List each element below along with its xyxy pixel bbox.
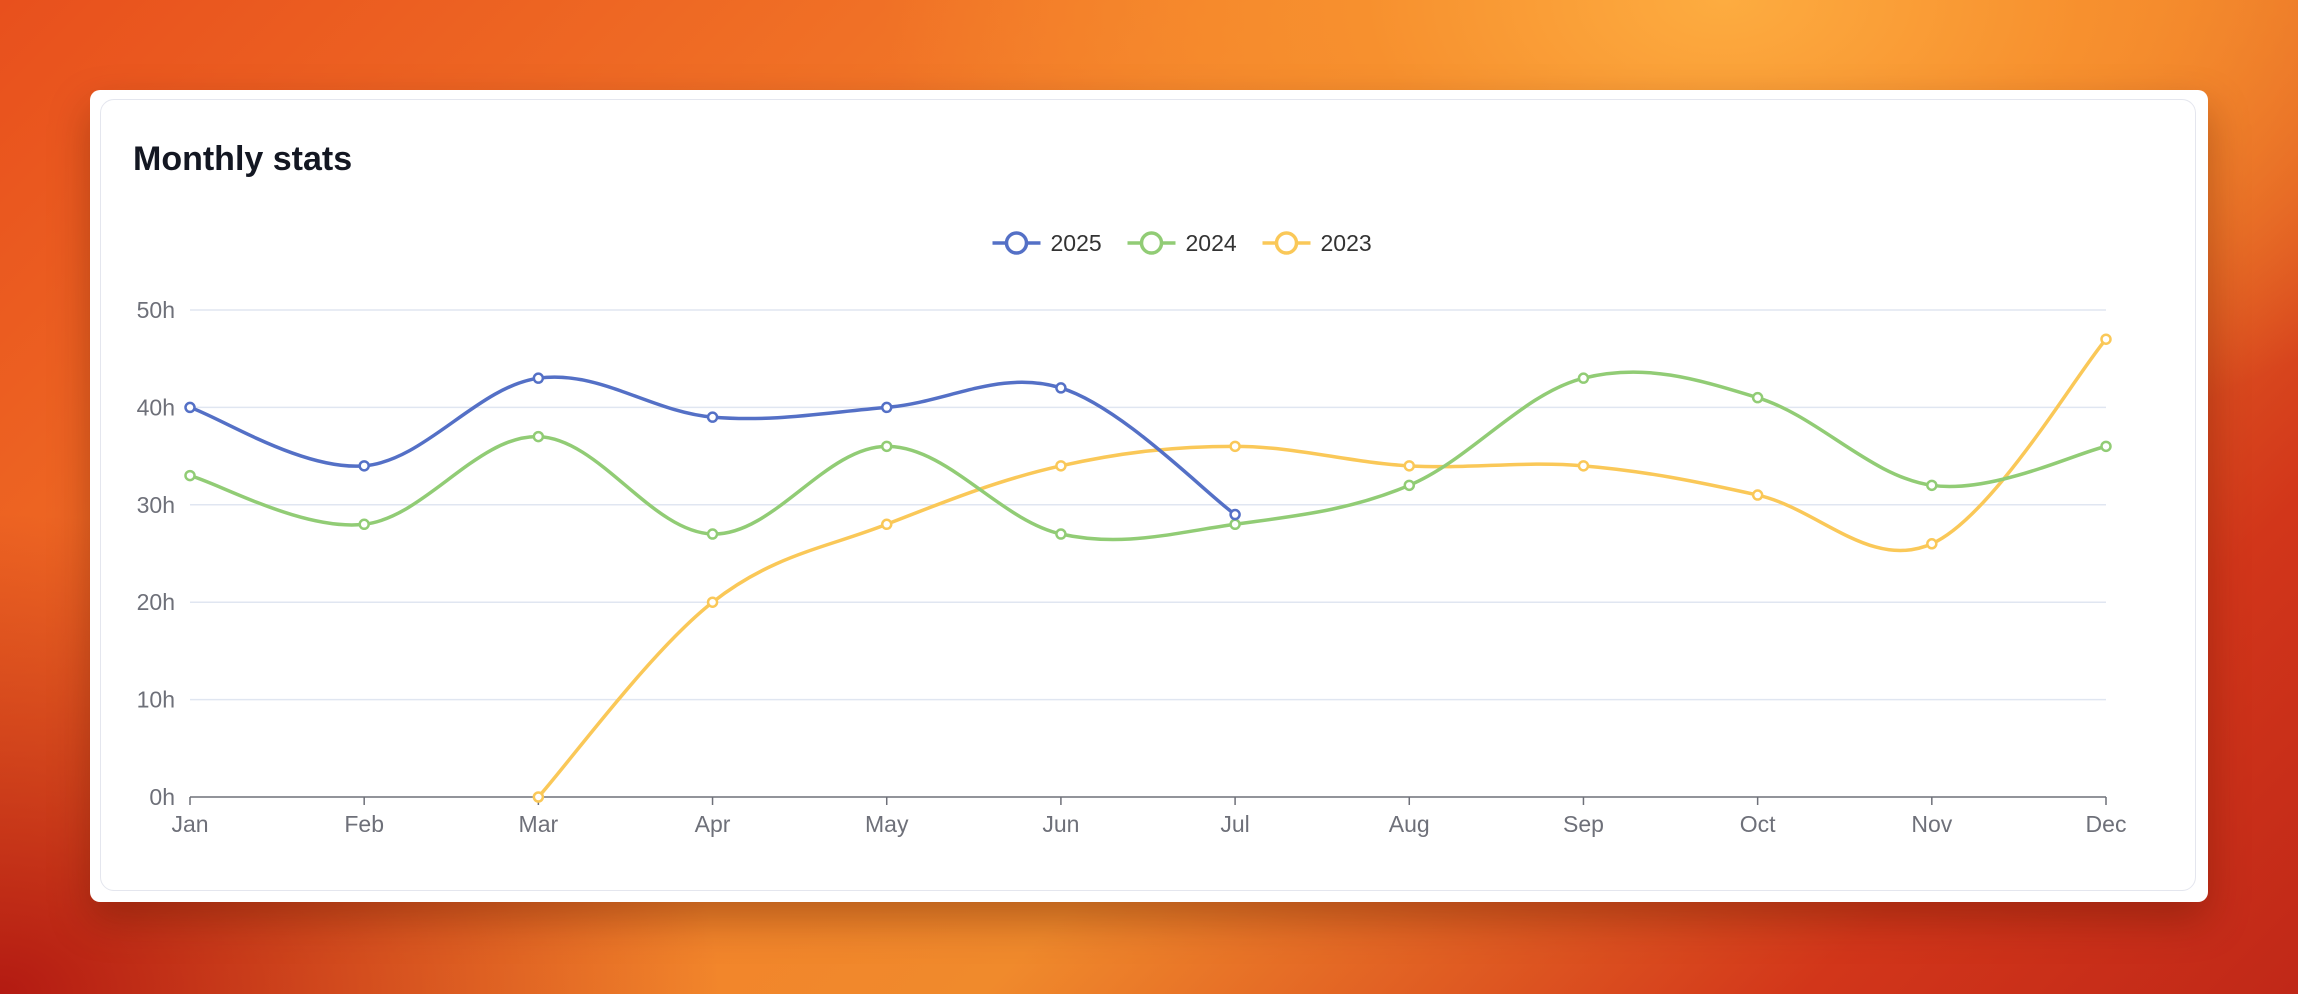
x-tick-label: Jan	[171, 811, 208, 837]
y-tick-label: 20h	[137, 589, 175, 615]
data-point-2025[interactable]	[184, 401, 196, 414]
y-tick-label: 0h	[149, 784, 175, 810]
data-point-2025[interactable]	[1229, 508, 1241, 521]
x-tick-label: Oct	[1740, 811, 1776, 837]
legend-label: 2023	[1321, 230, 1372, 256]
card-title: Monthly stats	[133, 140, 353, 178]
legend-marker-icon	[1274, 231, 1299, 255]
data-point-2025[interactable]	[880, 401, 893, 414]
y-tick-label: 30h	[137, 492, 175, 518]
legend-marker-icon	[1139, 231, 1164, 255]
data-point-2023[interactable]	[880, 518, 893, 531]
x-tick-label: Apr	[695, 811, 731, 837]
y-tick-label: 10h	[137, 687, 175, 713]
data-point-2024[interactable]	[2100, 440, 2112, 453]
x-tick-label: Mar	[519, 811, 559, 837]
data-point-2023[interactable]	[1926, 538, 1938, 550]
series-line-2024	[188, 370, 2108, 542]
data-point-2024[interactable]	[1926, 479, 1938, 492]
grid-lines	[190, 309, 2106, 701]
legend-item-2024[interactable]: 2024	[1127, 230, 1237, 256]
series-points	[184, 333, 2112, 803]
data-point-2024[interactable]	[706, 528, 719, 540]
data-point-2024[interactable]	[880, 440, 893, 453]
x-tick-label: Aug	[1389, 811, 1430, 837]
x-tick-label: Feb	[344, 811, 384, 837]
data-point-2023[interactable]	[706, 596, 719, 608]
y-tick-label: 50h	[137, 297, 175, 323]
chart-card: Monthly stats 2025 2024 2023 0h 10h 20h 30h 40…	[90, 90, 2208, 902]
legend-item-2023[interactable]: 2023	[1262, 230, 1372, 256]
data-point-2024[interactable]	[1229, 518, 1241, 531]
series-line-2023	[536, 337, 2108, 799]
data-point-2023[interactable]	[1751, 489, 1764, 501]
data-point-2024[interactable]	[1751, 391, 1764, 404]
data-point-2024[interactable]	[1055, 528, 1067, 540]
data-point-2023[interactable]	[532, 791, 545, 803]
data-point-2024[interactable]	[358, 518, 370, 531]
x-axis: Jan Feb Mar Apr May Jun Jul Aug Sep Oct Nov Dec	[171, 796, 2127, 837]
data-point-2023[interactable]	[1403, 460, 1416, 472]
data-point-2024[interactable]	[184, 469, 196, 482]
y-axis: 0h 10h 20h 30h 40h 50h	[137, 297, 175, 810]
x-tick-label: May	[865, 811, 909, 837]
legend-label: 2025	[1051, 230, 1102, 256]
data-point-2024[interactable]	[532, 430, 545, 443]
x-tick-label: Jun	[1042, 811, 1079, 837]
x-tick-label: Dec	[2086, 811, 2127, 837]
data-point-2024[interactable]	[1403, 479, 1416, 492]
data-point-2025[interactable]	[358, 460, 370, 472]
data-point-2025[interactable]	[706, 411, 719, 423]
x-tick-label: Nov	[1911, 811, 1952, 837]
legend-label: 2024	[1186, 230, 1237, 256]
y-tick-label: 40h	[137, 394, 175, 420]
legend-marker-icon	[1004, 231, 1029, 255]
data-point-2024[interactable]	[1577, 372, 1590, 384]
data-point-2025[interactable]	[532, 372, 545, 384]
data-point-2023[interactable]	[1229, 440, 1241, 453]
data-point-2023[interactable]	[1055, 460, 1067, 472]
data-point-2023[interactable]	[2100, 333, 2112, 345]
data-point-2023[interactable]	[1577, 460, 1590, 472]
x-tick-label: Sep	[1563, 811, 1604, 837]
x-tick-label: Jul	[1220, 811, 1249, 837]
data-point-2025[interactable]	[1055, 382, 1067, 394]
legend-item-2025[interactable]: 2025	[992, 230, 1102, 256]
line-chart: 2025 2024 2023 0h 10h 20h 30h 40h 50h Jan Feb Mar…	[137, 230, 2127, 837]
legend: 2025 2024 2023	[992, 230, 1372, 256]
chart-card-inner: Monthly stats 2025 2024 2023 0h 10h 20h 30h 40…	[100, 99, 2196, 891]
series-line-2025	[188, 375, 1237, 517]
